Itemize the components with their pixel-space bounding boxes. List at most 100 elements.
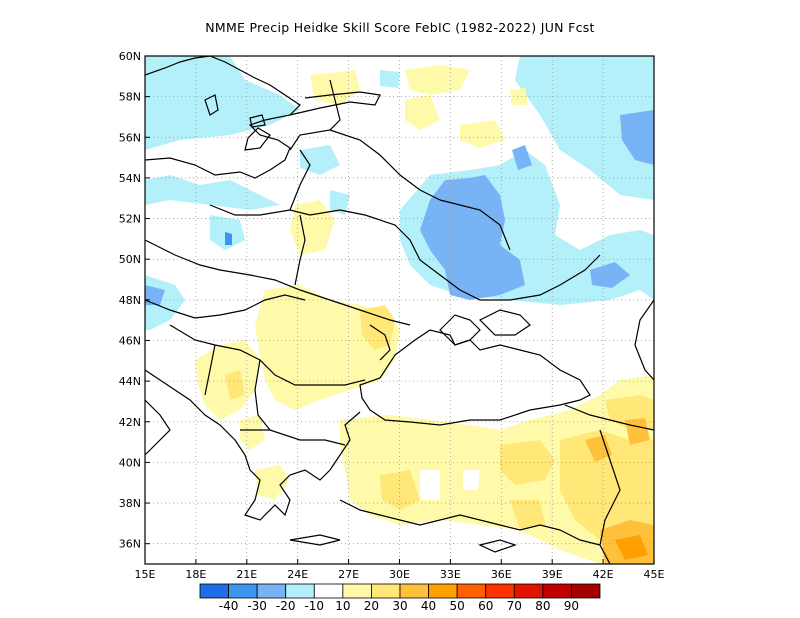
skill-region-light-blue [380, 70, 400, 88]
longitude-tick-label: 24E [287, 568, 308, 581]
latitude-tick-label: 50N [119, 253, 141, 266]
skill-region-light-blue [145, 175, 280, 210]
border [169, 324, 366, 386]
longitude-tick-label: 30E [389, 568, 410, 581]
scandinavia-coast [145, 56, 211, 76]
latitude-tick-labels: 36N 38N 40N 42N 44N 46N 48N 50N 52N 54N 56N 58N 60N [119, 50, 150, 551]
colorbar-swatch [485, 583, 515, 599]
colorbar-swatch [285, 583, 315, 599]
colorbar-swatch [228, 583, 258, 599]
colorbar-swatch [399, 583, 429, 599]
colorbar-label: 50 [450, 599, 465, 613]
border [329, 129, 441, 201]
gulf-of-riga-coast [244, 127, 271, 151]
coastlines-borders [145, 56, 654, 564]
aegean-coast [329, 411, 361, 471]
caspian-coast [634, 299, 654, 381]
latitude-tick-label: 54N [119, 172, 141, 185]
crete-island [289, 534, 341, 546]
longitude-tick-label: 39E [542, 568, 563, 581]
border [209, 204, 601, 301]
latitude-tick-label: 42N [119, 416, 141, 429]
saaremaa-island [249, 114, 266, 128]
colorbar-label: -40 [219, 599, 239, 613]
colorbar-swatch [199, 583, 229, 599]
skill-region-medium-blue [512, 145, 532, 170]
skill-region-medium-blue [420, 175, 525, 300]
colorbar-label: 10 [335, 599, 350, 613]
skill-region-medium-blue [590, 262, 630, 288]
skill-score-field [145, 56, 654, 564]
latitude-tick-label: 48N [119, 294, 141, 307]
colorbar-swatch [428, 583, 458, 599]
skill-region-medium-blue [225, 232, 232, 245]
skill-region-light-yellow [290, 325, 315, 350]
skill-region-light-yellow [460, 120, 505, 148]
border [439, 199, 511, 251]
colorbar-label: -10 [304, 599, 324, 613]
longitude-tick-label: 45E [644, 568, 665, 581]
colorbar-label: 40 [421, 599, 436, 613]
skill-region-light-yellow [405, 95, 440, 130]
black-sea-coast [359, 329, 591, 426]
colorbar: -40 -30 -20 -10 10 20 30 40 50 60 70 80 90 [199, 583, 601, 613]
latitude-tick-label: 44N [119, 375, 141, 388]
crimea-coast [439, 314, 481, 346]
skill-region-light-yellow [420, 470, 440, 500]
skill-region-light-orange [585, 435, 612, 462]
latitude-tick-label: 36N [119, 538, 141, 551]
colorbar-swatch [456, 583, 487, 599]
colorbar-label: 70 [507, 599, 522, 613]
border [204, 344, 216, 396]
skill-region-light-blue [515, 56, 654, 200]
colorbar-swatch [371, 583, 401, 599]
skill-region-light-yellow [240, 415, 265, 450]
skill-region-light-yellow [463, 470, 480, 490]
border [240, 429, 346, 446]
italy-coast [145, 399, 171, 456]
colorbar-swatch [313, 583, 344, 599]
border [254, 359, 271, 431]
colorbar-swatch [571, 583, 601, 599]
skill-region-light-blue [210, 215, 245, 250]
longitude-tick-label: 15E [135, 568, 156, 581]
border [145, 294, 306, 319]
latitude-tick-label: 56N [119, 131, 141, 144]
skill-region-yellow [510, 500, 545, 530]
longitude-tick-label: 18E [185, 568, 206, 581]
skill-region-light-blue [145, 56, 300, 150]
border [145, 239, 411, 326]
colorbar-swatch [542, 583, 572, 599]
latitude-tick-label: 46N [119, 334, 141, 347]
colorbar-label: 80 [535, 599, 550, 613]
colorbar-label: 20 [364, 599, 379, 613]
latitude-tick-label: 40N [119, 456, 141, 469]
skill-region-light-yellow [290, 200, 335, 255]
skill-region-yellow [225, 370, 245, 400]
skill-region-light-yellow [255, 465, 290, 500]
turkey-south-coast [339, 499, 561, 531]
greece-coast [244, 469, 331, 521]
skill-region-yellow [560, 430, 654, 540]
skill-region-yellow [500, 440, 555, 485]
baltic-coast [145, 56, 301, 179]
border [289, 149, 311, 211]
skill-region-yellow [380, 470, 420, 510]
colorbar-label: -20 [276, 599, 296, 613]
map-title: NMME Precip Heidke Skill Score FebIC (19… [205, 20, 595, 35]
latitude-tick-label: 58N [119, 91, 141, 104]
longitude-tick-label: 36E [491, 568, 512, 581]
skill-region-light-blue [300, 145, 340, 175]
skill-region-light-yellow [510, 88, 528, 105]
azov-coast [478, 309, 531, 336]
border [559, 529, 601, 546]
colorbar-label: 90 [564, 599, 579, 613]
skill-region-light-yellow [405, 65, 470, 95]
latitude-tick-label: 60N [119, 50, 141, 63]
longitude-tick-label: 27E [338, 568, 359, 581]
colorbar-label: -30 [247, 599, 267, 613]
colorbar-swatch [513, 583, 544, 599]
gulf-of-finland-coast [289, 91, 381, 116]
latitude-tick-label: 38N [119, 497, 141, 510]
